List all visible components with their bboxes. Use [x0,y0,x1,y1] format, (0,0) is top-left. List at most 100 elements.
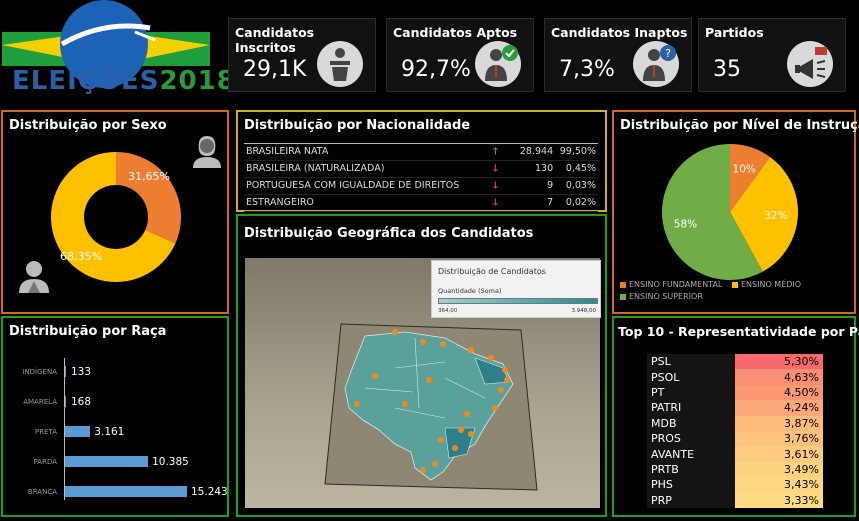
legend-ensino-fundamental: ENSINO FUNDAMENTAL [620,280,722,289]
approved-candidate-icon [475,41,521,87]
nationality-row[interactable]: BRASILEIRA NATA 🡑 28.944 99,50% [244,143,598,161]
panel-distribuicao-raca: Distribuição por Raça INDÍGENA 133 AMARELA… [1,316,229,517]
nationality-name: ESTRANGEIRO [244,194,476,212]
party-name: PSOL [647,369,735,385]
party-row[interactable]: PATRI 4,24% [647,400,823,416]
party-pct: 5,30% [735,354,823,370]
nationality-count: 28.944 [515,143,556,161]
kpi-candidatos-aptos[interactable]: Candidatos Aptos 92,7% [386,18,534,92]
race-value: 3.161 [94,426,125,438]
nationality-name: BRASILEIRA NATA [244,143,476,161]
kpi-title: Candidatos Inscritos [235,25,315,55]
nationality-name: BRASILEIRA (NATURALIZADA) [244,160,476,178]
race-value: 10.385 [152,456,189,468]
race-bar[interactable] [65,456,149,467]
panel-title: Top 10 - Representatividade por Partido [618,324,859,339]
party-name: MDB [647,415,735,431]
trend-arrow-icon: 🡓 [475,177,516,195]
nationality-row[interactable]: ESTRANGEIRO 🡓 7 0,02% [244,194,598,212]
pie-slice-0[interactable] [730,144,770,212]
donut-slice-label: 68,35% [60,250,102,263]
party-name: PRP [647,492,735,508]
panel-title: Distribuição por Nível de Instrução [620,118,859,133]
party-name: PHS [647,477,735,493]
party-table: PSL 5,30% PSOL 4,63% PT 4,50% PATRI 4,24% MDB 3,8… [647,354,823,508]
nationality-pct: 0,02% [555,194,598,212]
donut-chart-sexo: 31,65% 68,35% [51,152,182,282]
party-row[interactable]: PRP 3,33% [647,492,823,508]
race-label: INDÍGENA [22,368,57,376]
race-label: PARDA [33,458,57,466]
party-name: AVANTE [647,446,735,462]
panel-distribuicao-geografica: Distribuição Geográfica dos Candidatos D… [236,214,607,517]
kpi-title: Partidos [705,25,764,40]
race-value: 168 [71,396,92,408]
race-value: 15.243 [191,486,228,498]
party-row[interactable]: PT 4,50% [647,384,823,401]
race-axis-line [64,358,65,500]
question-candidate-icon: ? [633,41,679,87]
legend-max: 3.948,00 [571,308,597,314]
brazil-flag-logo-graphic [2,0,210,88]
nationality-pct: 99,50% [555,143,598,161]
party-pct: 4,63% [735,369,823,385]
party-row[interactable]: PRTB 3,49% [647,461,823,478]
kpi-value: 7,3% [559,57,615,82]
kpi-title: Candidatos Inaptos [551,25,688,40]
donut-slice-1[interactable] [51,152,176,282]
panel-title: Distribuição por Nacionalidade [244,118,471,133]
megaphone-icon [787,41,833,87]
party-row[interactable]: MDB 3,87% [647,415,823,431]
party-row[interactable]: PROS 3,76% [647,430,823,447]
race-label: PRETA [34,428,57,436]
brazil-map[interactable] [245,258,600,508]
pie-slice-1[interactable] [730,156,798,272]
svg-text:?: ? [665,47,671,60]
map-visual[interactable]: Distribuição de Candidatos Quantidade (S… [245,258,601,508]
nationality-name: PORTUGUESA COM IGUALDADE DE DIREITOS [244,177,476,195]
party-row[interactable]: PSOL 4,63% [647,369,823,385]
kpi-title: Candidatos Aptos [393,25,518,40]
party-row[interactable]: AVANTE 3,61% [647,446,823,462]
kpi-candidatos-inscritos[interactable]: Candidatos Inscritos 29,1K [228,18,376,92]
race-value: 133 [71,366,92,378]
race-bar[interactable] [65,486,187,497]
pie-slice-2[interactable] [662,144,763,280]
race-bar[interactable] [65,366,67,377]
nationality-count: 9 [515,177,556,195]
party-name: PROS [647,430,735,447]
pie-slice-label: 10% [733,163,756,175]
panel-title: Distribuição por Raça [9,324,167,339]
party-name: PATRI [647,400,735,416]
podium-icon [317,41,363,87]
nationality-pct: 0,45% [555,160,598,178]
legend-series: Quantidade (Soma) [438,287,502,295]
party-pct: 3,33% [735,492,823,508]
male-user-icon [19,261,49,293]
panel-title: Distribuição por Sexo [9,118,167,133]
nationality-row[interactable]: BRASILEIRA (NATURALIZADA) 🡓 130 0,45% [244,160,598,178]
nationality-table: BRASILEIRA NATA 🡑 28.944 99,50% BRASILEIRA (… [244,140,598,212]
kpi-partidos[interactable]: Partidos 35 [698,18,846,92]
party-row[interactable]: PHS 3,43% [647,477,823,493]
race-bar[interactable] [65,426,91,437]
trend-arrow-icon: 🡑 [475,143,516,161]
kpi-candidatos-inaptos[interactable]: Candidatos Inaptos 7,3% ? [544,18,692,92]
legend-gradient-bar [438,298,598,304]
kpi-value: 92,7% [401,57,471,82]
nationality-row[interactable]: PORTUGUESA COM IGUALDADE DE DIREITOS 🡓 9 0,… [244,177,598,195]
party-name: PT [647,384,735,401]
map-legend: Distribuição de Candidatos Quantidade (S… [431,260,601,318]
female-user-icon [193,136,221,168]
race-bar[interactable] [65,396,67,407]
nationality-pct: 0,03% [555,177,598,195]
race-label: AMARELA [23,398,57,406]
panel-top10-partidos: Top 10 - Representatividade por Partido … [612,316,859,517]
nationality-count: 7 [515,194,556,212]
party-row[interactable]: PSL 5,30% [647,354,823,370]
party-name: PRTB [647,461,735,478]
kpi-value: 35 [713,57,741,82]
donut-slice-label: 31,65% [128,170,170,183]
panel-distribuicao-sexo: Distribuição por Sexo 31,65% 68,35% [1,110,229,314]
donut-slice-0[interactable] [116,152,182,244]
